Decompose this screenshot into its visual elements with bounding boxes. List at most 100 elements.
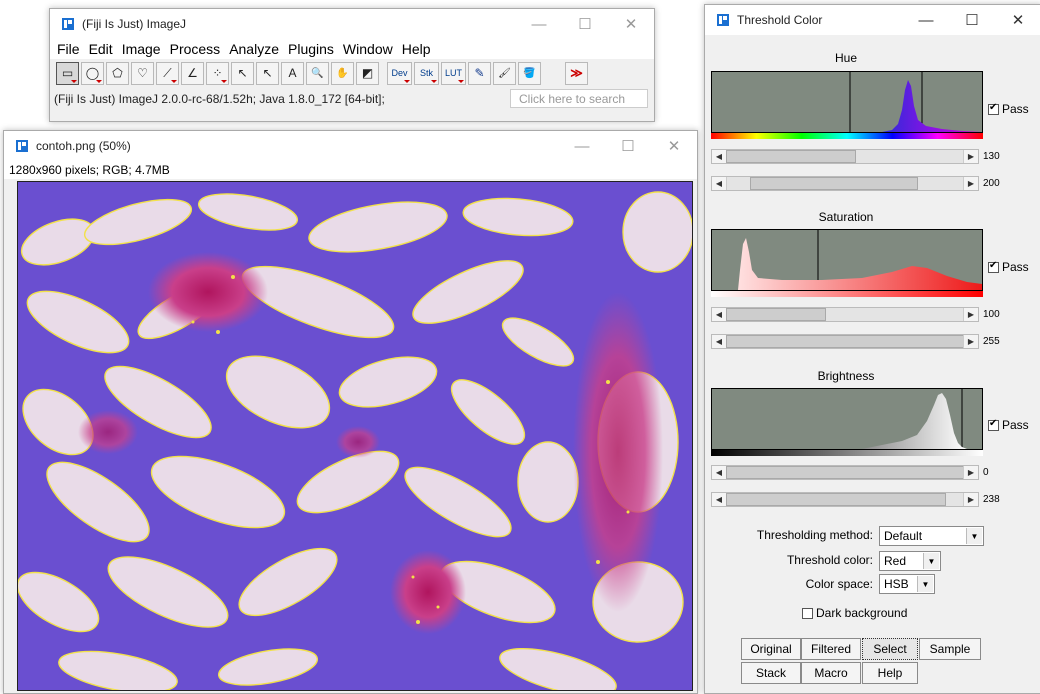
help-button[interactable]: Help: [862, 662, 918, 684]
search-input[interactable]: Click here to search: [510, 89, 648, 108]
menu-edit[interactable]: Edit: [88, 41, 113, 57]
brush-tool[interactable]: 🖌: [493, 61, 516, 85]
polygon-tool[interactable]: ⬠: [106, 61, 129, 85]
saturation-max-slider[interactable]: ◀ ▶: [711, 334, 979, 349]
arrow-left-icon[interactable]: ◀: [712, 493, 727, 506]
arrow-left-icon[interactable]: ◀: [712, 150, 727, 163]
saturation-pass-checkbox[interactable]: [988, 260, 999, 273]
brightness-max-slider[interactable]: ◀ ▶: [711, 492, 979, 507]
brush-icon: 🖌: [498, 67, 511, 79]
maximize-button[interactable]: ☐: [578, 16, 592, 33]
arrow-right-icon[interactable]: ▶: [963, 308, 978, 321]
more-tools-button[interactable]: ≫: [565, 61, 588, 85]
imagej-app-icon: [717, 14, 729, 26]
imagej-titlebar[interactable]: (Fiji Is Just) ImageJ — ☐ ✕: [50, 9, 654, 39]
arrow-right-icon[interactable]: ▶: [963, 335, 978, 348]
arrow-left-icon[interactable]: ◀: [712, 177, 727, 190]
macro-button[interactable]: Macro: [801, 662, 861, 684]
arrow-left-icon[interactable]: ◀: [712, 335, 727, 348]
menu-file[interactable]: File: [57, 41, 80, 57]
thresholding-method-value: Default: [884, 529, 923, 543]
imagej-window-title: (Fiji Is Just) ImageJ: [82, 17, 187, 31]
angle-tool[interactable]: ∠: [181, 61, 204, 85]
hue-max-track: [750, 177, 918, 190]
dark-background-option[interactable]: Dark background: [802, 606, 907, 620]
brightness-pass[interactable]: Pass: [988, 418, 1029, 432]
stk-menu[interactable]: Stk: [414, 61, 439, 85]
select-button[interactable]: Select: [862, 638, 918, 660]
magnifier-tool[interactable]: 🔍: [306, 61, 329, 85]
arrow-right-icon[interactable]: ▶: [963, 177, 978, 190]
dev-menu[interactable]: Dev: [387, 61, 412, 85]
minimize-button[interactable]: —: [574, 137, 590, 155]
menu-plugins[interactable]: Plugins: [288, 41, 334, 57]
arrow-right-icon[interactable]: ▶: [963, 150, 978, 163]
dark-background-label: Dark background: [816, 606, 908, 620]
color-space-label: Color space:: [805, 577, 873, 591]
magnifier-icon: 🔍: [311, 67, 324, 79]
color-space-select[interactable]: HSB ▼: [879, 574, 935, 594]
maximize-button[interactable]: ☐: [621, 138, 635, 155]
status-text: (Fiji Is Just) ImageJ 2.0.0-rc-68/1.52h;…: [54, 92, 385, 106]
brightness-min-slider[interactable]: ◀ ▶: [711, 465, 979, 480]
rectangle-tool[interactable]: ▭: [56, 61, 79, 85]
more-tools-icon: ≫: [570, 66, 583, 80]
saturation-min-slider[interactable]: ◀ ▶: [711, 307, 979, 322]
sample-button[interactable]: Sample: [919, 638, 981, 660]
menu-analyze[interactable]: Analyze: [229, 41, 279, 57]
hand-tool[interactable]: ✋: [331, 61, 354, 85]
close-button[interactable]: ✕: [1011, 12, 1025, 29]
wand-tool[interactable]: ↖: [231, 61, 254, 85]
threshold-color-label: Threshold color:: [786, 553, 873, 567]
hue-max-value: 200: [983, 178, 1000, 189]
flood-fill-tool[interactable]: 🪣: [518, 61, 541, 85]
threshold-titlebar[interactable]: Threshold Color — ☐ ✕: [705, 5, 1040, 35]
text-tool[interactable]: A: [281, 61, 304, 85]
filtered-button[interactable]: Filtered: [801, 638, 861, 660]
freehand-tool[interactable]: ♡: [131, 61, 154, 85]
line-tool[interactable]: ⟋: [156, 61, 179, 85]
hue-pass[interactable]: Pass: [988, 102, 1029, 116]
search-placeholder: Click here to search: [519, 91, 626, 106]
multipoint-tool[interactable]: ⁘: [206, 61, 229, 85]
oval-tool[interactable]: ◯: [81, 61, 104, 85]
saturation-min-value: 100: [983, 309, 1000, 320]
saturation-max-value: 255: [983, 336, 1000, 347]
maximize-button[interactable]: ☐: [965, 12, 979, 29]
arrow-right-icon[interactable]: ▶: [963, 493, 978, 506]
arrow-right-icon[interactable]: ▶: [963, 466, 978, 479]
hue-title: Hue: [834, 51, 857, 65]
dev-menu-label: Dev: [391, 68, 408, 78]
image-titlebar[interactable]: contoh.png (50%) — ☐ ✕: [4, 131, 697, 161]
hue-max-slider[interactable]: ◀ ▶: [711, 176, 979, 191]
menu-image[interactable]: Image: [121, 41, 161, 57]
brightness-histogram-plot: [862, 389, 967, 449]
lut-menu[interactable]: LUT: [441, 61, 466, 85]
hue-pass-checkbox[interactable]: [988, 102, 999, 115]
pencil-tool[interactable]: ✎: [468, 61, 491, 85]
arrow-left-icon[interactable]: ◀: [712, 308, 727, 321]
saturation-pass[interactable]: Pass: [988, 260, 1029, 274]
color-picker-tool[interactable]: ◩: [356, 61, 379, 85]
menu-process[interactable]: Process: [169, 41, 221, 57]
minimize-button[interactable]: —: [531, 15, 547, 33]
thresholding-method-label: Thresholding method:: [756, 528, 873, 542]
minimize-button[interactable]: —: [918, 11, 934, 29]
saturation-histogram-plot: [738, 230, 982, 290]
menu-help[interactable]: Help: [401, 41, 431, 57]
dark-background-checkbox[interactable]: [802, 607, 813, 619]
stack-button[interactable]: Stack: [741, 662, 801, 684]
pointer-tool[interactable]: ↖: [256, 61, 279, 85]
image-canvas[interactable]: [17, 181, 693, 691]
arrow-left-icon[interactable]: ◀: [712, 466, 727, 479]
angle-icon: ∠: [187, 66, 198, 80]
menu-window[interactable]: Window: [342, 41, 393, 57]
close-button[interactable]: ✕: [624, 16, 638, 33]
original-button[interactable]: Original: [741, 638, 801, 660]
threshold-color-select[interactable]: Red ▼: [879, 551, 941, 571]
text-icon: A: [288, 66, 297, 80]
brightness-pass-checkbox[interactable]: [988, 418, 999, 431]
close-button[interactable]: ✕: [667, 138, 681, 155]
hue-min-slider[interactable]: ◀ ▶: [711, 149, 979, 164]
thresholding-method-select[interactable]: Default ▼: [879, 526, 984, 546]
